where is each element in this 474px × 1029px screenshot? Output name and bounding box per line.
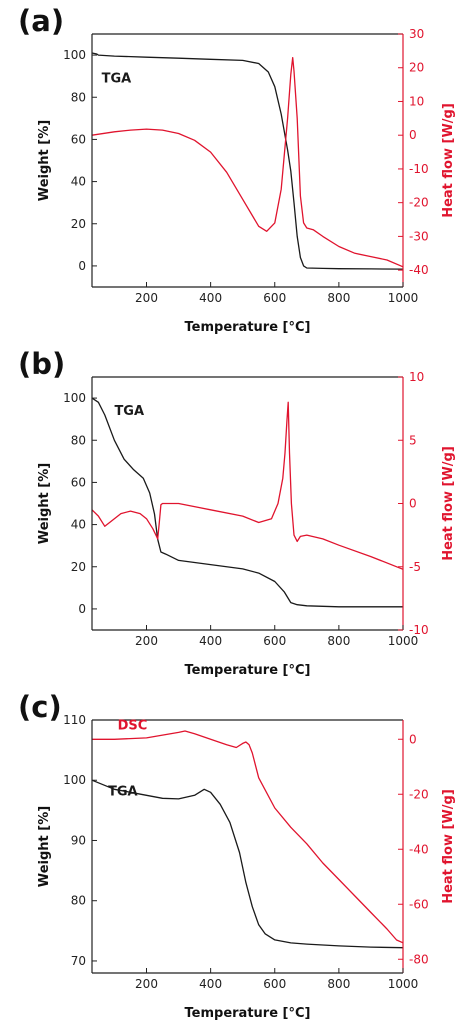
panel-b: (b) 200 400 600 800 1000 0 20 40 60 80 100 -10 -5 0 5 1… — [0, 343, 474, 686]
y2-tick-label: -40 — [409, 263, 429, 277]
y-tick-label: 40 — [71, 175, 86, 189]
y2-tick-label: 10 — [409, 370, 424, 384]
tga-label: TGA — [102, 71, 132, 86]
y2-tick-label: 0 — [409, 128, 417, 142]
chart-b: 200 400 600 800 1000 0 20 40 60 80 100 -10 -5 0 5 10 Tem… — [37, 370, 456, 678]
y-tick-label: 80 — [71, 433, 86, 447]
y-tick-label: 60 — [71, 475, 86, 489]
y-tick-label: 100 — [63, 48, 86, 62]
x-tick-label: 1000 — [388, 291, 419, 305]
y2-axis-title: Heat flow [W/g] — [441, 103, 456, 218]
x-tick-label: 800 — [327, 634, 350, 648]
y2-axis-title: Heat flow [W/g] — [441, 446, 456, 561]
tga-curve — [91, 397, 403, 608]
y2-tick-label: -5 — [409, 560, 421, 574]
panel-label: (b) — [18, 347, 66, 381]
x-axis-title: Temperature [°C] — [185, 320, 311, 335]
x-axis-title: Temperature [°C] — [185, 663, 311, 678]
y-tick-label: 100 — [63, 773, 86, 787]
y2-tick-label: 30 — [409, 27, 424, 41]
x-tick-label: 400 — [199, 291, 222, 305]
x-tick-label: 800 — [327, 291, 350, 305]
y-axis-title: Weight [%] — [37, 463, 52, 544]
y-tick-label: 40 — [71, 518, 86, 532]
y-tick-label: 20 — [71, 217, 86, 231]
dsc-curve — [92, 730, 404, 944]
y2-axis-title: Heat flow [W/g] — [441, 789, 456, 904]
panel-a: (a) 200 400 600 800 1000 0 20 40 60 80 100 -40 -30 -2… — [0, 0, 474, 343]
x-tick-label: 600 — [263, 634, 286, 648]
x-tick-label: 600 — [263, 291, 286, 305]
y2-tick-label: 0 — [409, 497, 417, 511]
panel-label: (a) — [18, 4, 65, 38]
x-tick-label: 200 — [135, 291, 158, 305]
tga-label: TGA — [108, 784, 138, 799]
x-tick-label: 800 — [327, 977, 350, 991]
chart-a: 200 400 600 800 1000020406080100-40-30-20-10… — [37, 27, 456, 335]
tga-label: TGA — [114, 404, 144, 419]
y2-tick-label: -10 — [409, 623, 429, 637]
y2-tick-label: 0 — [409, 732, 417, 746]
y2-tick-label: -20 — [409, 787, 429, 801]
y-tick-label: 20 — [71, 560, 86, 574]
panel-c: (c) 200 400 600 800 1000 70 80 90 100 110 -80 -60 -4… — [0, 686, 474, 1029]
y2-tick-label: 10 — [409, 94, 424, 108]
tga-curve — [91, 52, 404, 270]
x-axis-title: Temperature [°C] — [185, 1006, 311, 1021]
chart-c: 200 400 600 800 1000 70 80 90 100 110 -80 -60 -40 -20… — [37, 713, 456, 1021]
y2-tick-label: -10 — [409, 162, 429, 176]
y-tick-label: 0 — [78, 602, 86, 616]
y-tick-label: 80 — [71, 894, 86, 908]
panel-label: (c) — [18, 690, 62, 724]
y-tick-label: 60 — [71, 132, 86, 146]
y-tick-label: 100 — [63, 391, 86, 405]
x-tick-label: 200 — [135, 977, 158, 991]
x-tick-label: 400 — [199, 634, 222, 648]
x-tick-label: 400 — [199, 977, 222, 991]
x-tick-label: 200 — [135, 634, 158, 648]
dsc-curve — [91, 401, 404, 570]
y-axis-title: Weight [%] — [37, 120, 52, 201]
x-tick-label: 1000 — [388, 634, 419, 648]
y2-tick-label: -80 — [409, 952, 429, 966]
y-tick-label: 80 — [71, 90, 86, 104]
dsc-curve — [91, 56, 404, 268]
y-tick-label: 110 — [63, 713, 86, 727]
dsc-label: DSC — [118, 719, 148, 734]
x-tick-label: 1000 — [388, 977, 419, 991]
y2-tick-label: -60 — [409, 897, 429, 911]
tga-curve — [91, 779, 404, 949]
y-axis-title: Weight [%] — [37, 806, 52, 887]
y2-tick-label: -40 — [409, 842, 429, 856]
y2-tick-label: -30 — [409, 229, 429, 243]
x-tick-label: 600 — [263, 977, 286, 991]
y-tick-label: 70 — [71, 954, 86, 968]
y-tick-label: 0 — [78, 259, 86, 273]
y2-tick-label: -20 — [409, 196, 429, 210]
y2-tick-label: 20 — [409, 61, 424, 75]
y2-tick-label: 5 — [409, 433, 417, 447]
y-tick-label: 90 — [71, 833, 86, 847]
